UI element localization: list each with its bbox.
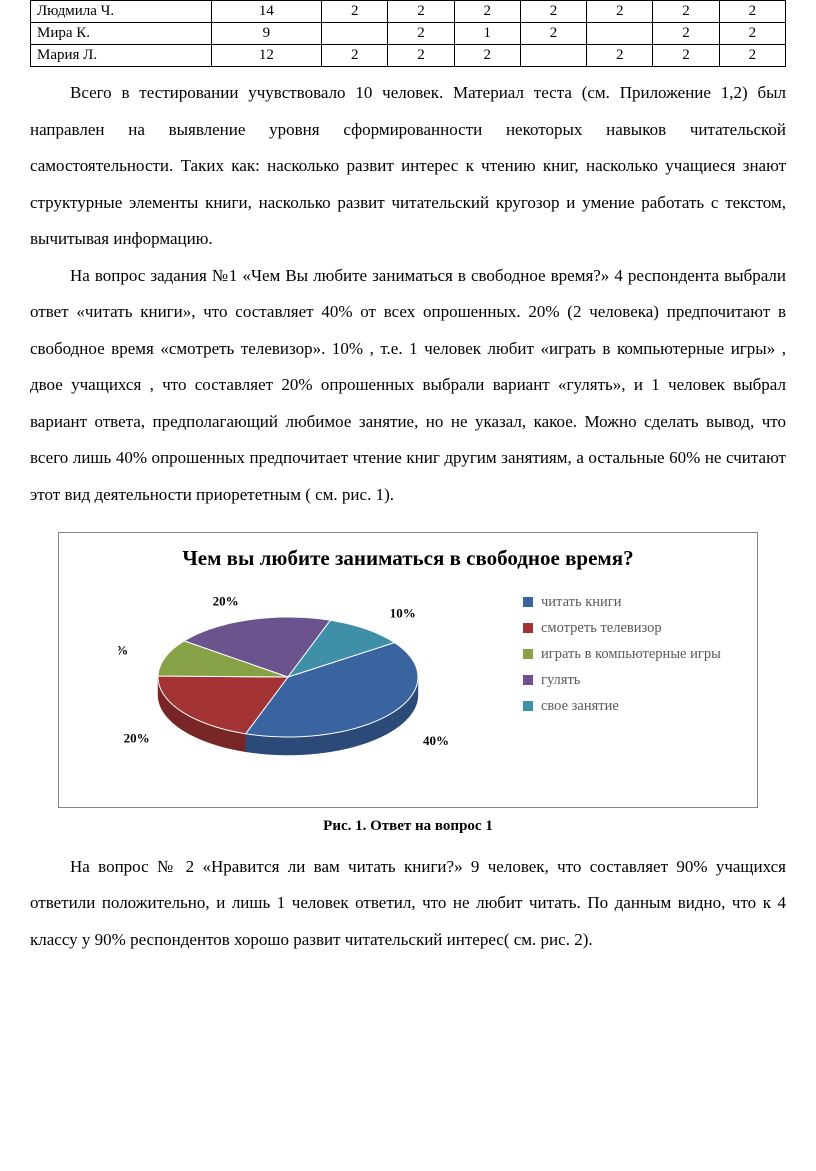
results-table: Людмила Ч.142222222Мира К.921222Мария Л.…: [30, 0, 786, 67]
legend-swatch: [523, 649, 533, 659]
cell-score: 12: [211, 45, 321, 67]
legend-item: свое занятие: [523, 697, 743, 715]
chart-container: Чем вы любите заниматься в свободное вре…: [58, 532, 758, 808]
cell-value: 2: [719, 45, 785, 67]
legend-label: читать книги: [541, 593, 621, 611]
legend-label: играть в компьютерные игры: [541, 645, 721, 663]
legend-swatch: [523, 675, 533, 685]
cell-value: 2: [719, 1, 785, 23]
cell-value: 2: [388, 45, 454, 67]
cell-value: 2: [454, 1, 520, 23]
legend-item: гулять: [523, 671, 743, 689]
legend-swatch: [523, 623, 533, 633]
paragraph-1: Всего в тестировании учувствовало 10 чел…: [30, 75, 786, 258]
cell-name: Людмила Ч.: [31, 1, 212, 23]
legend-swatch: [523, 597, 533, 607]
legend-label: свое занятие: [541, 697, 619, 715]
figure-caption: Рис. 1. Ответ на вопрос 1: [30, 818, 786, 835]
cell-value: [322, 23, 388, 45]
pie-chart: 40% 20% 10% 20% 10%: [73, 587, 523, 787]
legend-item: смотреть телевизор: [523, 619, 743, 637]
cell-value: 2: [587, 1, 653, 23]
pie-label: 40%: [423, 733, 449, 748]
legend-label: гулять: [541, 671, 580, 689]
cell-value: 2: [520, 1, 586, 23]
legend-label: смотреть телевизор: [541, 619, 662, 637]
table-row: Мира К.921222: [31, 23, 786, 45]
legend-item: читать книги: [523, 593, 743, 611]
cell-score: 14: [211, 1, 321, 23]
cell-value: 1: [454, 23, 520, 45]
cell-value: 2: [587, 45, 653, 67]
pie-label: 20%: [124, 731, 150, 746]
legend-swatch: [523, 701, 533, 711]
cell-value: 2: [388, 1, 454, 23]
cell-name: Мира К.: [31, 23, 212, 45]
paragraph-2: На вопрос задания №1 «Чем Вы любите зани…: [30, 258, 786, 514]
cell-value: 2: [454, 45, 520, 67]
cell-value: 2: [322, 1, 388, 23]
cell-value: 2: [653, 1, 719, 23]
cell-name: Мария Л.: [31, 45, 212, 67]
pie-label: 20%: [213, 593, 239, 608]
table-row: Мария Л.12222222: [31, 45, 786, 67]
cell-value: 2: [322, 45, 388, 67]
cell-value: 2: [653, 23, 719, 45]
cell-value: 2: [520, 23, 586, 45]
pie-label: 10%: [390, 606, 416, 621]
paragraph-3: На вопрос № 2 «Нравится ли вам читать кн…: [30, 849, 786, 959]
cell-value: 2: [388, 23, 454, 45]
chart-legend: читать книги смотреть телевизор играть в к…: [523, 587, 743, 724]
legend-item: играть в компьютерные игры: [523, 645, 743, 663]
chart-title: Чем вы любите заниматься в свободное вре…: [73, 545, 743, 571]
table-row: Людмила Ч.142222222: [31, 1, 786, 23]
cell-value: [520, 45, 586, 67]
cell-value: 2: [653, 45, 719, 67]
cell-value: [587, 23, 653, 45]
cell-value: 2: [719, 23, 785, 45]
pie-label: 10%: [118, 642, 128, 657]
cell-score: 9: [211, 23, 321, 45]
